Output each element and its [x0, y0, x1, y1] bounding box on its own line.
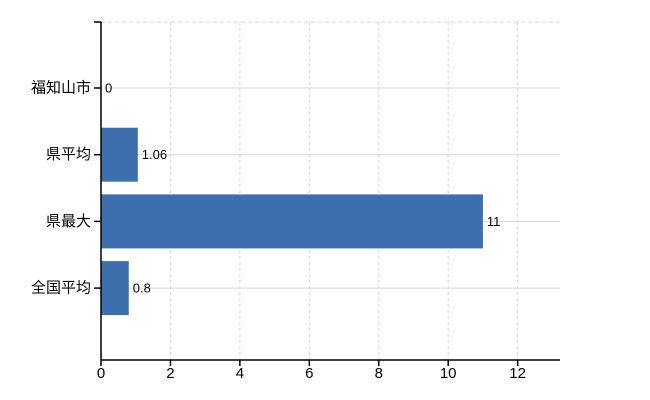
- bar-value-label: 0.8: [133, 281, 151, 296]
- x-tick-label: 10: [440, 365, 457, 382]
- bar: [101, 127, 138, 182]
- bar: [101, 194, 483, 249]
- category-label: 全国平均: [31, 279, 91, 297]
- x-tick-label: 4: [236, 365, 244, 382]
- category-label: 県最大: [46, 213, 91, 230]
- x-tick-label: 6: [305, 365, 313, 382]
- x-tick-label: 8: [375, 365, 383, 382]
- bar-value-label: 0: [105, 81, 112, 96]
- bar-value-label: 1.06: [142, 147, 167, 162]
- bar: [101, 261, 129, 316]
- category-label: 県平均: [46, 146, 91, 163]
- category-label: 福知山市: [31, 80, 91, 97]
- x-tick-label: 0: [97, 365, 105, 382]
- bar-value-label: 11: [487, 214, 501, 229]
- x-tick-label: 12: [509, 365, 526, 382]
- x-tick-label: 2: [166, 365, 174, 382]
